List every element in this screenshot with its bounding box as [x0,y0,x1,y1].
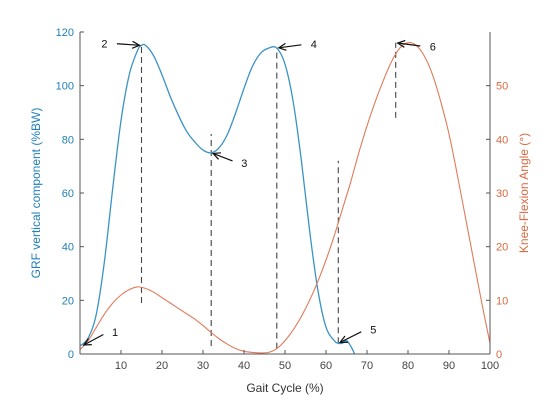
right-y-tick-label: 30 [496,188,508,200]
annotations: 1 2 3 4 5 6 [82,38,436,346]
annotation-arrowhead [131,40,141,49]
annotation-arrow [212,152,233,162]
annotation-arrowhead [82,338,92,346]
left-y-tick-label: 100 [56,81,74,93]
knee-flexion-series-line [79,42,491,354]
x-tick-label: 100 [481,360,499,372]
x-tick-label: 50 [279,360,291,372]
annotation-label: 6 [430,42,436,54]
right-y-tick-label: 50 [496,81,508,93]
left-y-tick-label: 120 [56,27,74,39]
annotation-arrowhead [338,335,349,343]
annotation-arrow [278,44,302,49]
annotation-arrow [83,333,104,346]
x-tick-label: 80 [402,360,414,372]
right-y-tick-label: 10 [496,295,508,307]
left-y-axis-title: GRF vertical component (%BW) [29,108,43,279]
annotation-arrow [116,43,140,46]
series-lines [79,42,491,355]
annotation-arrowhead [277,42,287,51]
left-y-tick-label: 20 [62,295,74,307]
annotation-arrow [339,331,362,343]
right-y-tick-label: 20 [496,242,508,254]
left-y-tick-label: 60 [62,188,74,200]
x-tick-label: 40 [238,360,250,372]
annotation-label: 4 [311,39,317,51]
tick-marks: 10 20 30 40 50 60 70 80 90 1000204060801001200102… [56,27,509,372]
left-y-tick-label: 40 [62,242,74,254]
x-tick-label: 10 [115,360,127,372]
left-y-tick-label: 80 [62,134,74,146]
x-tick-label: 60 [320,360,332,372]
left-y-tick-label: 0 [68,349,74,361]
marker-lines [140,42,397,349]
x-tick-label: 70 [361,360,373,372]
annotation-arrow [397,42,421,47]
grf-series-line [79,43,356,355]
right-y-tick-label: 40 [496,134,508,146]
annotation-label: 1 [112,327,118,339]
x-tick-label: 20 [156,360,168,372]
x-tick-label: 30 [197,360,209,372]
x-axis-title: Gait Cycle (%) [246,381,323,395]
x-tick-label: 90 [443,360,455,372]
annotation-label: 3 [241,158,247,170]
annotation-label: 2 [101,38,107,50]
annotation-arrowhead [396,39,406,48]
annotation-label: 5 [370,324,376,336]
right-y-tick-label: 0 [496,349,502,361]
annotation-arrowhead [211,152,222,160]
right-y-axis-title: Knee-Flexion Angle (°) [517,133,531,253]
